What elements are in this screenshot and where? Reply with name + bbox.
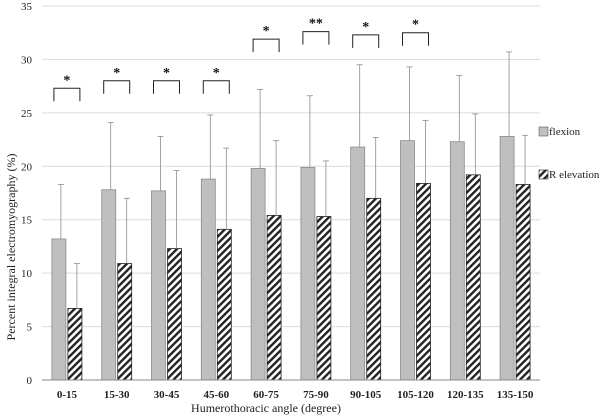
y-axis-ticks: 0 5 10 15 20 25 30 35 [21, 1, 33, 387]
significance-marker: * [412, 18, 419, 33]
bar-r-elevation [216, 228, 232, 381]
bar-flexion [151, 190, 166, 381]
bar-r-elevation [67, 308, 83, 381]
significance-marker: ** [309, 17, 323, 32]
bars [51, 135, 531, 381]
y-tick-label: 30 [21, 54, 33, 66]
significance-marker: * [163, 66, 170, 81]
legend: flexion R elevation [538, 126, 600, 181]
bar-flexion [300, 166, 316, 381]
x-tick-label: 120-135 [447, 389, 484, 401]
significance-bracket [252, 38, 280, 53]
x-tick-label: 60-75 [253, 389, 279, 401]
significance-bracket [352, 34, 380, 48]
significance-bracket [402, 32, 429, 46]
x-tick-label: 0-15 [57, 389, 78, 401]
bar-r-elevation [316, 216, 332, 381]
y-axis-title: Percent integral electromyography (%) [4, 154, 18, 341]
legend-swatch-flexion [538, 126, 549, 137]
x-tick-label: 75-90 [303, 389, 329, 401]
bar-r-elevation [117, 263, 133, 381]
bar-r-elevation [465, 174, 481, 381]
significance-bracket [103, 80, 131, 94]
bar-r-elevation [167, 248, 182, 381]
x-tick-label: 15-30 [104, 389, 130, 401]
y-tick-label: 35 [21, 1, 33, 13]
y-tick-label: 20 [21, 161, 33, 173]
error-bars [57, 51, 529, 309]
significance-marker: * [362, 20, 369, 35]
bar-flexion [400, 140, 415, 381]
bar-r-elevation [266, 215, 282, 381]
significance-brackets: * * * ** ** * * [53, 17, 429, 102]
significance-marker: * [113, 66, 120, 81]
gridlines [42, 5, 540, 328]
y-tick-label: 10 [21, 268, 33, 280]
bar-flexion [499, 135, 515, 381]
bar-flexion [51, 238, 67, 381]
y-tick-label: 15 [21, 215, 33, 227]
significance-marker: * [263, 24, 270, 39]
x-tick-label: 30-45 [154, 389, 180, 401]
significance-bracket [202, 80, 230, 94]
legend-swatch-r-elevation [538, 169, 549, 180]
significance-bracket [53, 87, 81, 102]
bar-flexion [449, 141, 465, 381]
x-axis-ticks: 0-15 15-30 30-45 45-60 60-75 75-90 90-105 105-1… [57, 389, 534, 401]
legend-label-flexion: flexion [549, 126, 581, 138]
bar-r-elevation [416, 182, 431, 381]
significance-bracket [302, 31, 330, 45]
significance-marker: * [63, 73, 70, 88]
y-tick-label: 0 [27, 375, 33, 387]
legend-label-r-elevation: R elevation [549, 169, 600, 181]
bar-flexion [350, 146, 366, 381]
x-tick-label: 90-105 [350, 389, 382, 401]
significance-marker: * [213, 66, 220, 81]
bar-r-elevation [515, 184, 531, 381]
y-tick-label: 5 [27, 322, 33, 334]
x-axis-title: Humerothoracic angle (degree) [191, 401, 341, 415]
significance-bracket [153, 80, 180, 94]
x-tick-label: 105-120 [397, 389, 434, 401]
bar-flexion [250, 168, 266, 381]
x-tick-label: 45-60 [203, 389, 229, 401]
bar-flexion [101, 189, 117, 381]
bar-flexion [200, 178, 216, 381]
y-tick-label: 25 [21, 108, 33, 120]
x-tick-label: 135-150 [497, 389, 534, 401]
bar-r-elevation [366, 197, 382, 381]
